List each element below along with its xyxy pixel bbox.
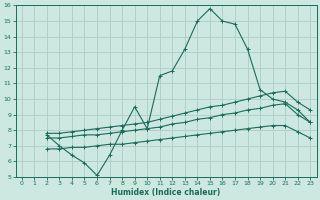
X-axis label: Humidex (Indice chaleur): Humidex (Indice chaleur) (111, 188, 221, 197)
